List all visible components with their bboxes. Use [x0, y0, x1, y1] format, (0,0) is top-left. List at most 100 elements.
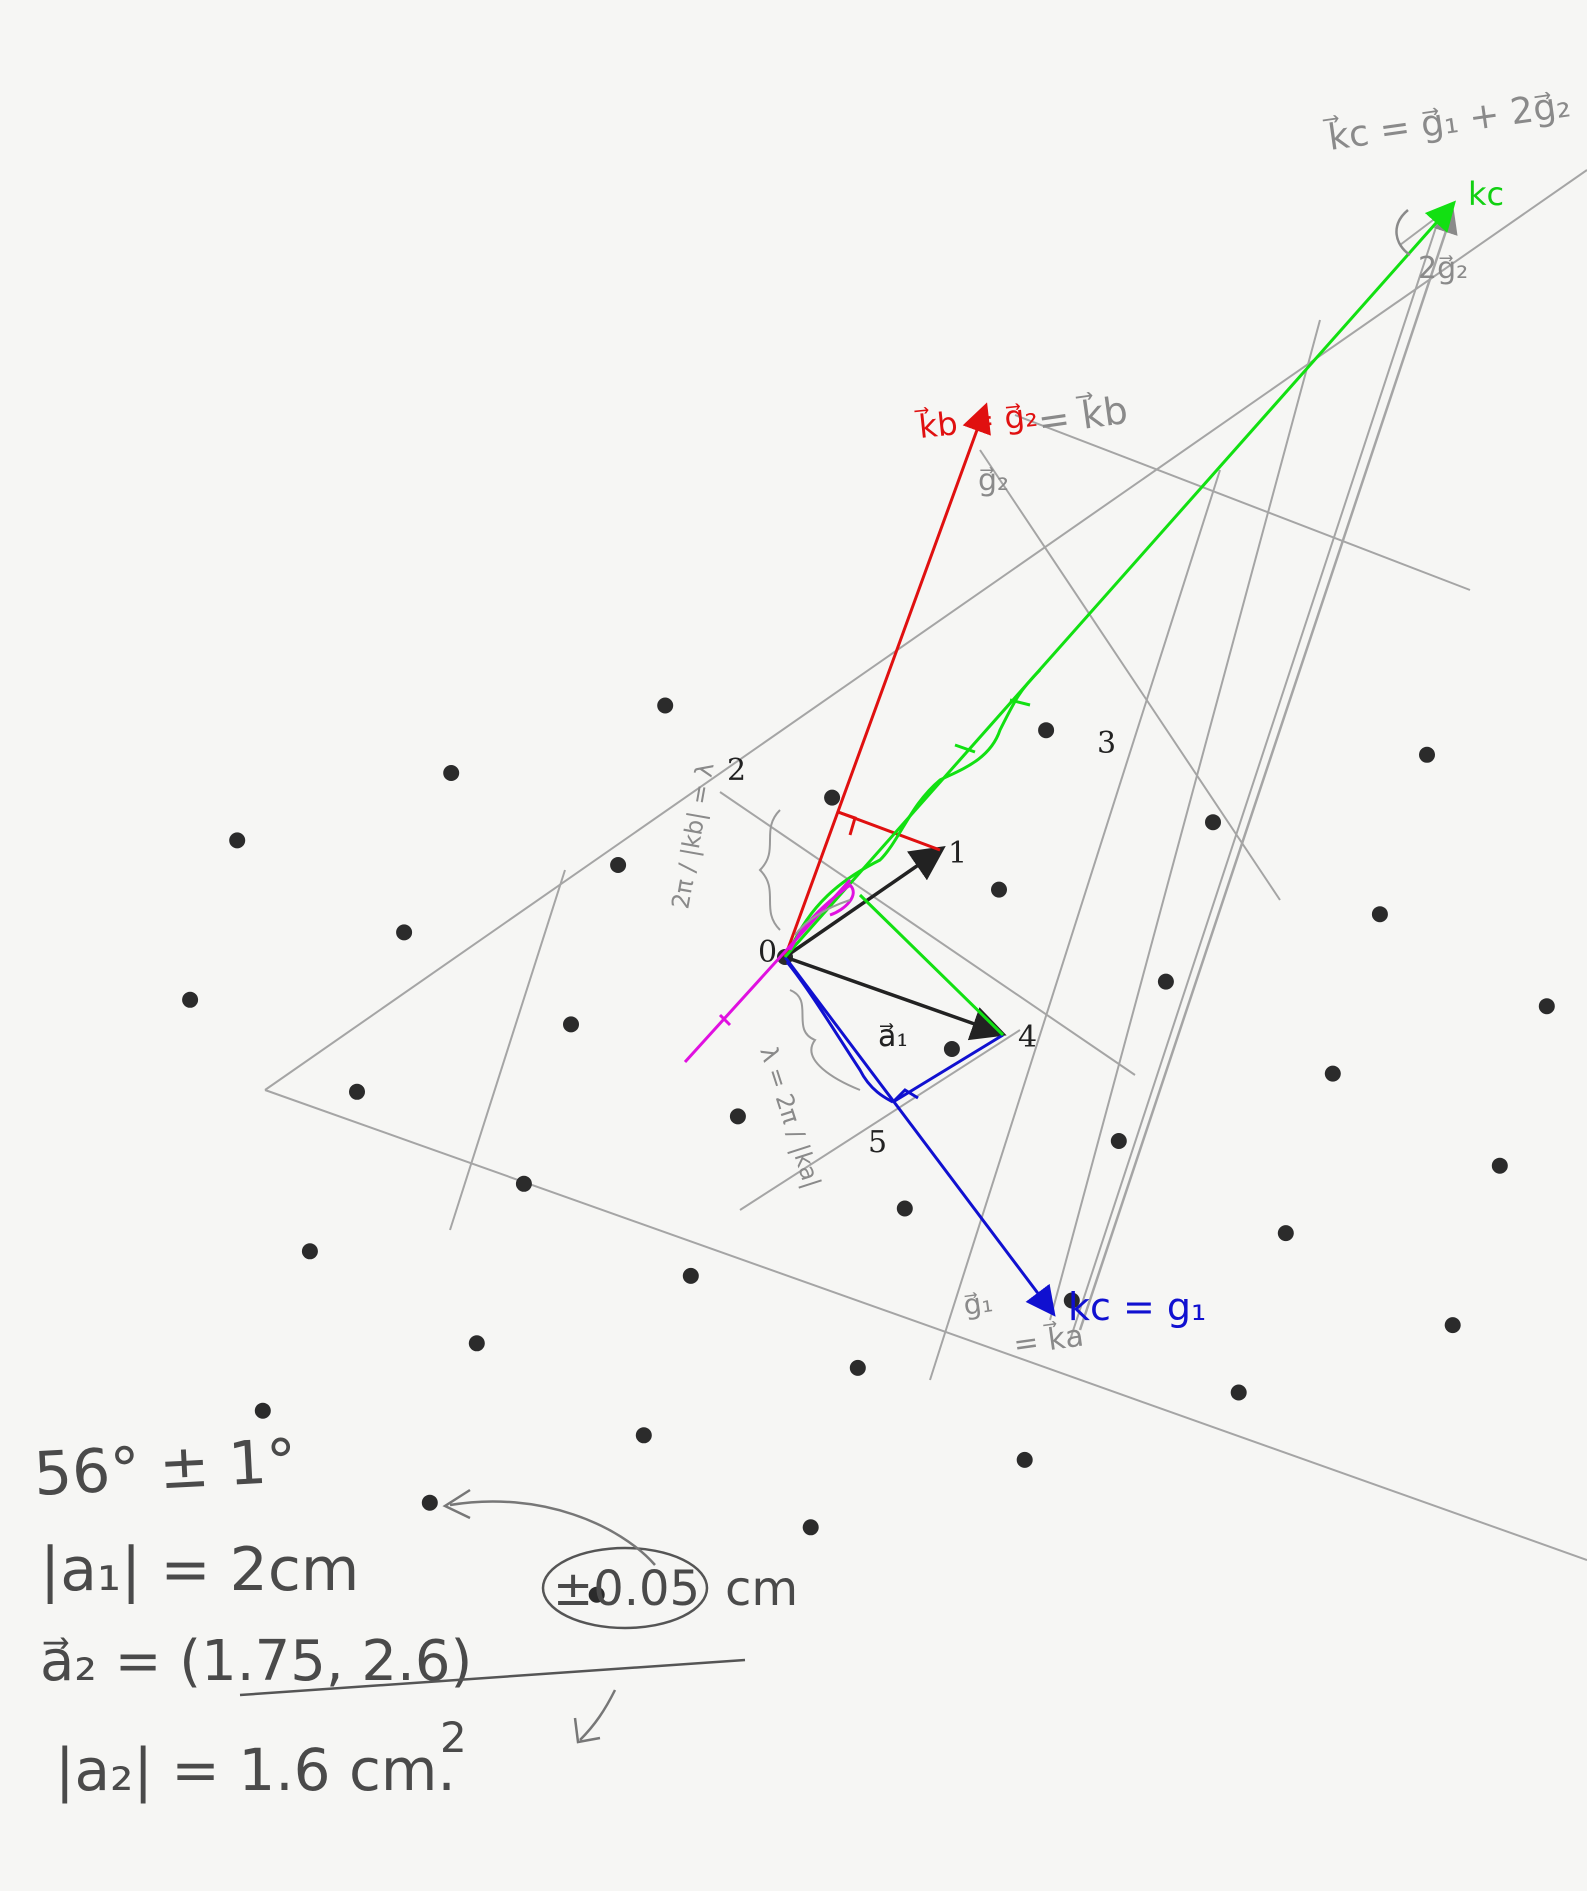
lattice-dot-11	[1277, 1225, 1294, 1242]
note-angle: 56° ± 1°	[32, 1426, 298, 1510]
green-line-to-4	[858, 893, 1005, 1037]
lattice-dot-33	[1205, 814, 1221, 831]
green-wavy-line	[788, 668, 1042, 951]
green-tick	[1009, 698, 1031, 707]
brace-lower	[789, 989, 861, 1091]
note-arrow-lower-head	[573, 1717, 601, 1744]
lattice-dot-25	[943, 1041, 960, 1057]
lattice-dot-34	[1419, 746, 1435, 763]
pencil-line-lower-edge	[264, 1089, 1587, 1561]
lattice-dot-2	[1016, 1451, 1033, 1468]
magenta-line	[683, 878, 852, 1064]
lattice-dots	[182, 697, 1555, 1603]
note-a1-length: |a₁| = 2cm	[40, 1535, 359, 1605]
pencil-kc-line	[1078, 208, 1458, 1331]
pencil-line-lower-diagonal	[739, 1029, 1021, 1211]
lattice-dot-20	[1538, 998, 1555, 1015]
pencil-line-top-horizontal	[1014, 414, 1471, 591]
red-vector-kb	[783, 402, 991, 958]
lattice-dot-0	[588, 1586, 605, 1603]
lattice-dot-22	[301, 1243, 318, 1260]
annotation-kb-red: k⃗b = g⃗₂	[913, 395, 1039, 446]
lattice-dot-3	[1230, 1384, 1247, 1401]
lattice-dot-35	[182, 991, 199, 1008]
lattice-dot-24	[729, 1108, 746, 1125]
label-point-3: 3	[1097, 726, 1116, 761]
pencil-line-left-perp	[449, 869, 566, 1231]
blue-vector-ka	[783, 956, 1056, 1317]
pencil-line-inner-right	[1049, 319, 1321, 1321]
note-underline	[239, 1658, 746, 1697]
annotation-lambda-b: 2π / |kb| = λ	[666, 760, 719, 911]
green-tick-2	[954, 743, 976, 754]
lattice-dot-39	[1038, 722, 1055, 739]
pencil-scribbles	[758, 809, 861, 1091]
lattice-dot-37	[610, 857, 627, 873]
lattice-dot-41	[443, 765, 460, 781]
lattice-dot-19	[1324, 1065, 1341, 1082]
pencil-line-upper-edge	[264, 169, 1587, 1091]
annotation-blue-pencil-2: = k⃗a	[1011, 1317, 1086, 1363]
blue-wavy-line	[785, 961, 894, 1104]
lattice-dot-27	[1371, 906, 1388, 923]
annotation-blue-pencil-1: g⃗₁	[961, 1285, 994, 1322]
label-point-2: 2	[727, 753, 746, 788]
lattice-dot-17	[896, 1200, 913, 1217]
label-point-4: 4	[1018, 1020, 1037, 1055]
lattice-dot-40	[229, 832, 246, 849]
magenta-loop	[788, 883, 855, 951]
label-a1-vector: a⃗₁	[878, 1019, 908, 1054]
blue-right-angle	[891, 1088, 919, 1104]
lattice-dot-14	[254, 1402, 271, 1419]
lattice-dot-8	[635, 1427, 652, 1444]
pencil-line-horizontal-mid	[719, 791, 1136, 1076]
blue-projection	[892, 1033, 1004, 1104]
annotation-kc-green: kc	[1468, 175, 1504, 213]
annotation-two-g2: 2g⃗₂	[1418, 251, 1468, 286]
brace-upper	[758, 809, 781, 931]
diagram-annotations: k⃗c = g⃗₁ + 2g⃗₂ kc 2g⃗₂ k⃗b = g⃗₂ = k⃗b…	[666, 82, 1573, 1363]
annotation-kc-top: k⃗c = g⃗₁ + 2g⃗₂	[1322, 82, 1573, 160]
lattice-dot-26	[1157, 973, 1174, 990]
angle-arc	[794, 899, 851, 936]
annotation-blue-kc: kc = g₁	[1068, 1285, 1206, 1329]
vector-a1	[784, 955, 1007, 1041]
lattice-dot-10	[1063, 1292, 1080, 1309]
lattice-dot-32	[991, 881, 1007, 898]
note-arrow-lower	[579, 1689, 617, 1741]
annotation-g2-pencil: g⃗₂	[978, 463, 1009, 498]
annotation-kb-pencil: = k⃗b	[1035, 387, 1130, 444]
lattice-dot-42	[657, 697, 674, 714]
point-labels: 0 1 2 3 4 5 a⃗₁	[727, 726, 1116, 1160]
note-a2-length: |a₂| = 1.6 cm.	[55, 1736, 456, 1804]
lattice-dot-15	[468, 1335, 485, 1352]
label-origin: 0	[758, 935, 777, 970]
red-arrow-kb	[783, 402, 991, 958]
label-point-1: 1	[948, 836, 967, 871]
lattice-dot-12	[1491, 1157, 1508, 1174]
red-projection	[837, 810, 941, 852]
lattice-dot-29	[349, 1083, 365, 1100]
note-arrow-upper	[449, 1500, 656, 1566]
lattice-dot-16	[682, 1267, 699, 1284]
note-a2-unit: cm	[725, 1561, 798, 1617]
lattice-dot-9	[849, 1359, 866, 1376]
green-vector-kc	[783, 200, 1456, 1037]
note-divisor: 2	[440, 1713, 467, 1762]
green-arrow-kc	[783, 200, 1456, 958]
lattice-dot-23	[515, 1175, 532, 1192]
handwritten-notes: 56° ± 1° |a₁| = 2cm a⃗₂ = (1.75, 2.6) ±0…	[32, 1426, 798, 1804]
note-arrow-upper-head	[442, 1488, 471, 1520]
annotation-kc-bracket	[1395, 209, 1411, 257]
pencil-line-right-edge	[1069, 214, 1441, 1341]
label-point-5: 5	[868, 1125, 887, 1160]
lattice-dot-7	[421, 1494, 438, 1511]
lattice-dot-18	[1110, 1133, 1127, 1149]
lattice-dot-38	[824, 789, 841, 806]
annotation-lambda-a: λ = 2π / |ka|	[754, 1043, 826, 1191]
lattice-dot-30	[563, 1016, 579, 1033]
lattice-dot-1	[802, 1519, 819, 1536]
pencil-construction-lines	[264, 169, 1587, 1561]
pencil-line-inner-mid	[929, 469, 1221, 1381]
